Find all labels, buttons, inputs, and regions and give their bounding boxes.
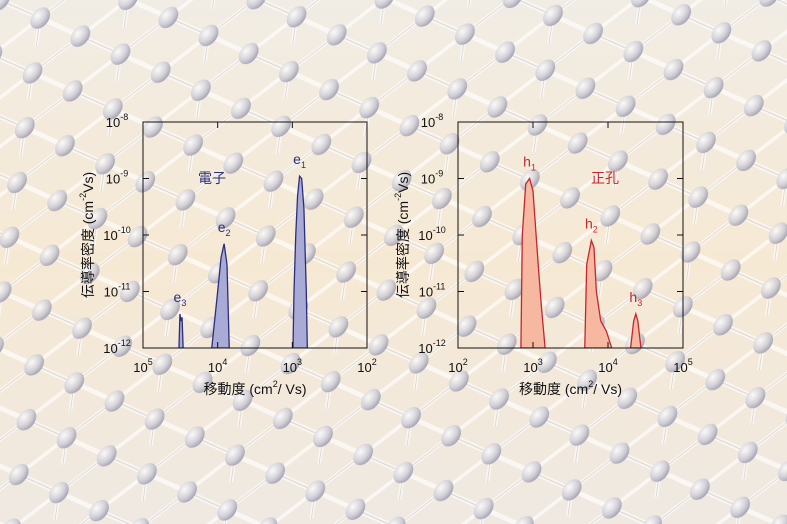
peak-label: h3 bbox=[629, 289, 642, 308]
y-axis-label: 伝導率密度 (cm-2Vs) bbox=[393, 172, 411, 298]
y-tick-label: 10-11 bbox=[419, 282, 446, 300]
peak-name: h bbox=[523, 154, 531, 170]
label-sup: 2 bbox=[588, 379, 593, 389]
peak-label: e1 bbox=[293, 151, 306, 170]
peak-label: h2 bbox=[585, 215, 598, 234]
label-sup: -2 bbox=[393, 193, 403, 201]
y-axis-label: 伝導率密度 (cm-2Vs) bbox=[78, 172, 96, 298]
tick-base: 10 bbox=[106, 115, 120, 130]
tick-base: 10 bbox=[106, 172, 120, 187]
tick-base: 10 bbox=[357, 360, 371, 375]
x-axis-label: 移動度 (cm2/ Vs) bbox=[519, 379, 622, 397]
tick-exponent: 4 bbox=[613, 357, 618, 367]
peak-subscript: 1 bbox=[301, 160, 306, 170]
x-tick-label: 105 bbox=[673, 357, 692, 375]
tick-base: 10 bbox=[419, 285, 433, 300]
y-tick-label: 10-8 bbox=[421, 112, 443, 130]
x-axis-label: 移動度 (cm2/ Vs) bbox=[203, 379, 306, 397]
label-text: 移動度 (cm bbox=[519, 381, 588, 397]
y-tick-label: 10-8 bbox=[106, 112, 128, 130]
peak-area bbox=[292, 174, 308, 348]
label-text: Vs) bbox=[80, 172, 96, 193]
annotation: 電子 bbox=[198, 170, 226, 186]
tick-exponent: -10 bbox=[433, 225, 446, 235]
label-text: 伝導率密度 (cm bbox=[395, 201, 411, 298]
peak-name: h bbox=[585, 215, 593, 231]
tick-base: 10 bbox=[103, 228, 117, 243]
tick-exponent: 5 bbox=[688, 357, 693, 367]
peak-name: e bbox=[293, 151, 301, 167]
peak-subscript: 3 bbox=[637, 298, 642, 308]
tick-base: 10 bbox=[133, 360, 147, 375]
label-text: / Vs) bbox=[278, 381, 307, 397]
x-tick-label: 102 bbox=[357, 357, 376, 375]
y-tick-label: 10-9 bbox=[106, 169, 128, 187]
tick-base: 10 bbox=[418, 341, 432, 356]
x-tick-label: 104 bbox=[208, 357, 227, 375]
peak-area bbox=[584, 238, 613, 348]
tick-exponent: 3 bbox=[538, 357, 543, 367]
tick-base: 10 bbox=[418, 228, 432, 243]
tick-base: 10 bbox=[104, 285, 118, 300]
tick-base: 10 bbox=[523, 360, 537, 375]
tick-exponent: -11 bbox=[118, 282, 130, 292]
y-tick-label: 10-9 bbox=[421, 169, 443, 187]
peak-name: e bbox=[218, 219, 226, 235]
tick-exponent: 4 bbox=[222, 357, 227, 367]
tick-exponent: -9 bbox=[120, 169, 128, 179]
peak-label: h1 bbox=[523, 154, 536, 173]
peak-label: e3 bbox=[174, 289, 187, 308]
tick-base: 10 bbox=[103, 341, 117, 356]
label-text: Vs) bbox=[395, 172, 411, 193]
tick-base: 10 bbox=[421, 172, 435, 187]
y-tick-label: 10-10 bbox=[103, 225, 130, 243]
y-tick-label: 10-10 bbox=[418, 225, 445, 243]
x-tick-label: 104 bbox=[598, 357, 617, 375]
label-text: / Vs) bbox=[593, 381, 622, 397]
tick-base: 10 bbox=[673, 360, 687, 375]
tick-base: 10 bbox=[208, 360, 222, 375]
x-tick-label: 102 bbox=[448, 357, 467, 375]
tick-exponent: -10 bbox=[118, 225, 131, 235]
tick-base: 10 bbox=[598, 360, 612, 375]
y-tick-label: 10-12 bbox=[418, 338, 445, 356]
label-text: 移動度 (cm bbox=[203, 381, 272, 397]
label-sup: 2 bbox=[273, 379, 278, 389]
peak-subscript: 2 bbox=[225, 228, 230, 238]
tick-exponent: 2 bbox=[463, 357, 468, 367]
tick-exponent: -11 bbox=[433, 282, 445, 292]
tick-exponent: 2 bbox=[372, 357, 377, 367]
tick-exponent: -8 bbox=[120, 112, 128, 122]
y-tick-label: 10-12 bbox=[103, 338, 130, 356]
tick-exponent: -12 bbox=[433, 338, 446, 348]
tick-base: 10 bbox=[283, 360, 297, 375]
tick-exponent: -12 bbox=[118, 338, 131, 348]
peak-subscript: 1 bbox=[531, 163, 536, 173]
peak-area bbox=[178, 313, 184, 348]
annotation: 正孔 bbox=[591, 170, 619, 186]
x-tick-label: 105 bbox=[133, 357, 152, 375]
tick-exponent: -9 bbox=[435, 169, 443, 179]
label-sup: -2 bbox=[78, 193, 88, 201]
peak-subscript: 2 bbox=[593, 224, 598, 234]
tick-exponent: 5 bbox=[148, 357, 153, 367]
peak-name: e bbox=[174, 289, 182, 305]
label-text: 伝導率密度 (cm bbox=[80, 201, 96, 298]
peak-area bbox=[629, 311, 642, 348]
peak-area bbox=[211, 243, 230, 348]
tick-exponent: -8 bbox=[435, 112, 443, 122]
peak-subscript: 3 bbox=[181, 298, 186, 308]
peak-name: h bbox=[629, 289, 637, 305]
tick-exponent: 3 bbox=[297, 357, 302, 367]
tick-base: 10 bbox=[448, 360, 462, 375]
peak-area bbox=[520, 176, 546, 348]
tick-base: 10 bbox=[421, 115, 435, 130]
x-tick-label: 103 bbox=[523, 357, 542, 375]
x-tick-label: 103 bbox=[283, 357, 302, 375]
y-tick-label: 10-11 bbox=[104, 282, 131, 300]
peak-label: e2 bbox=[218, 219, 231, 238]
